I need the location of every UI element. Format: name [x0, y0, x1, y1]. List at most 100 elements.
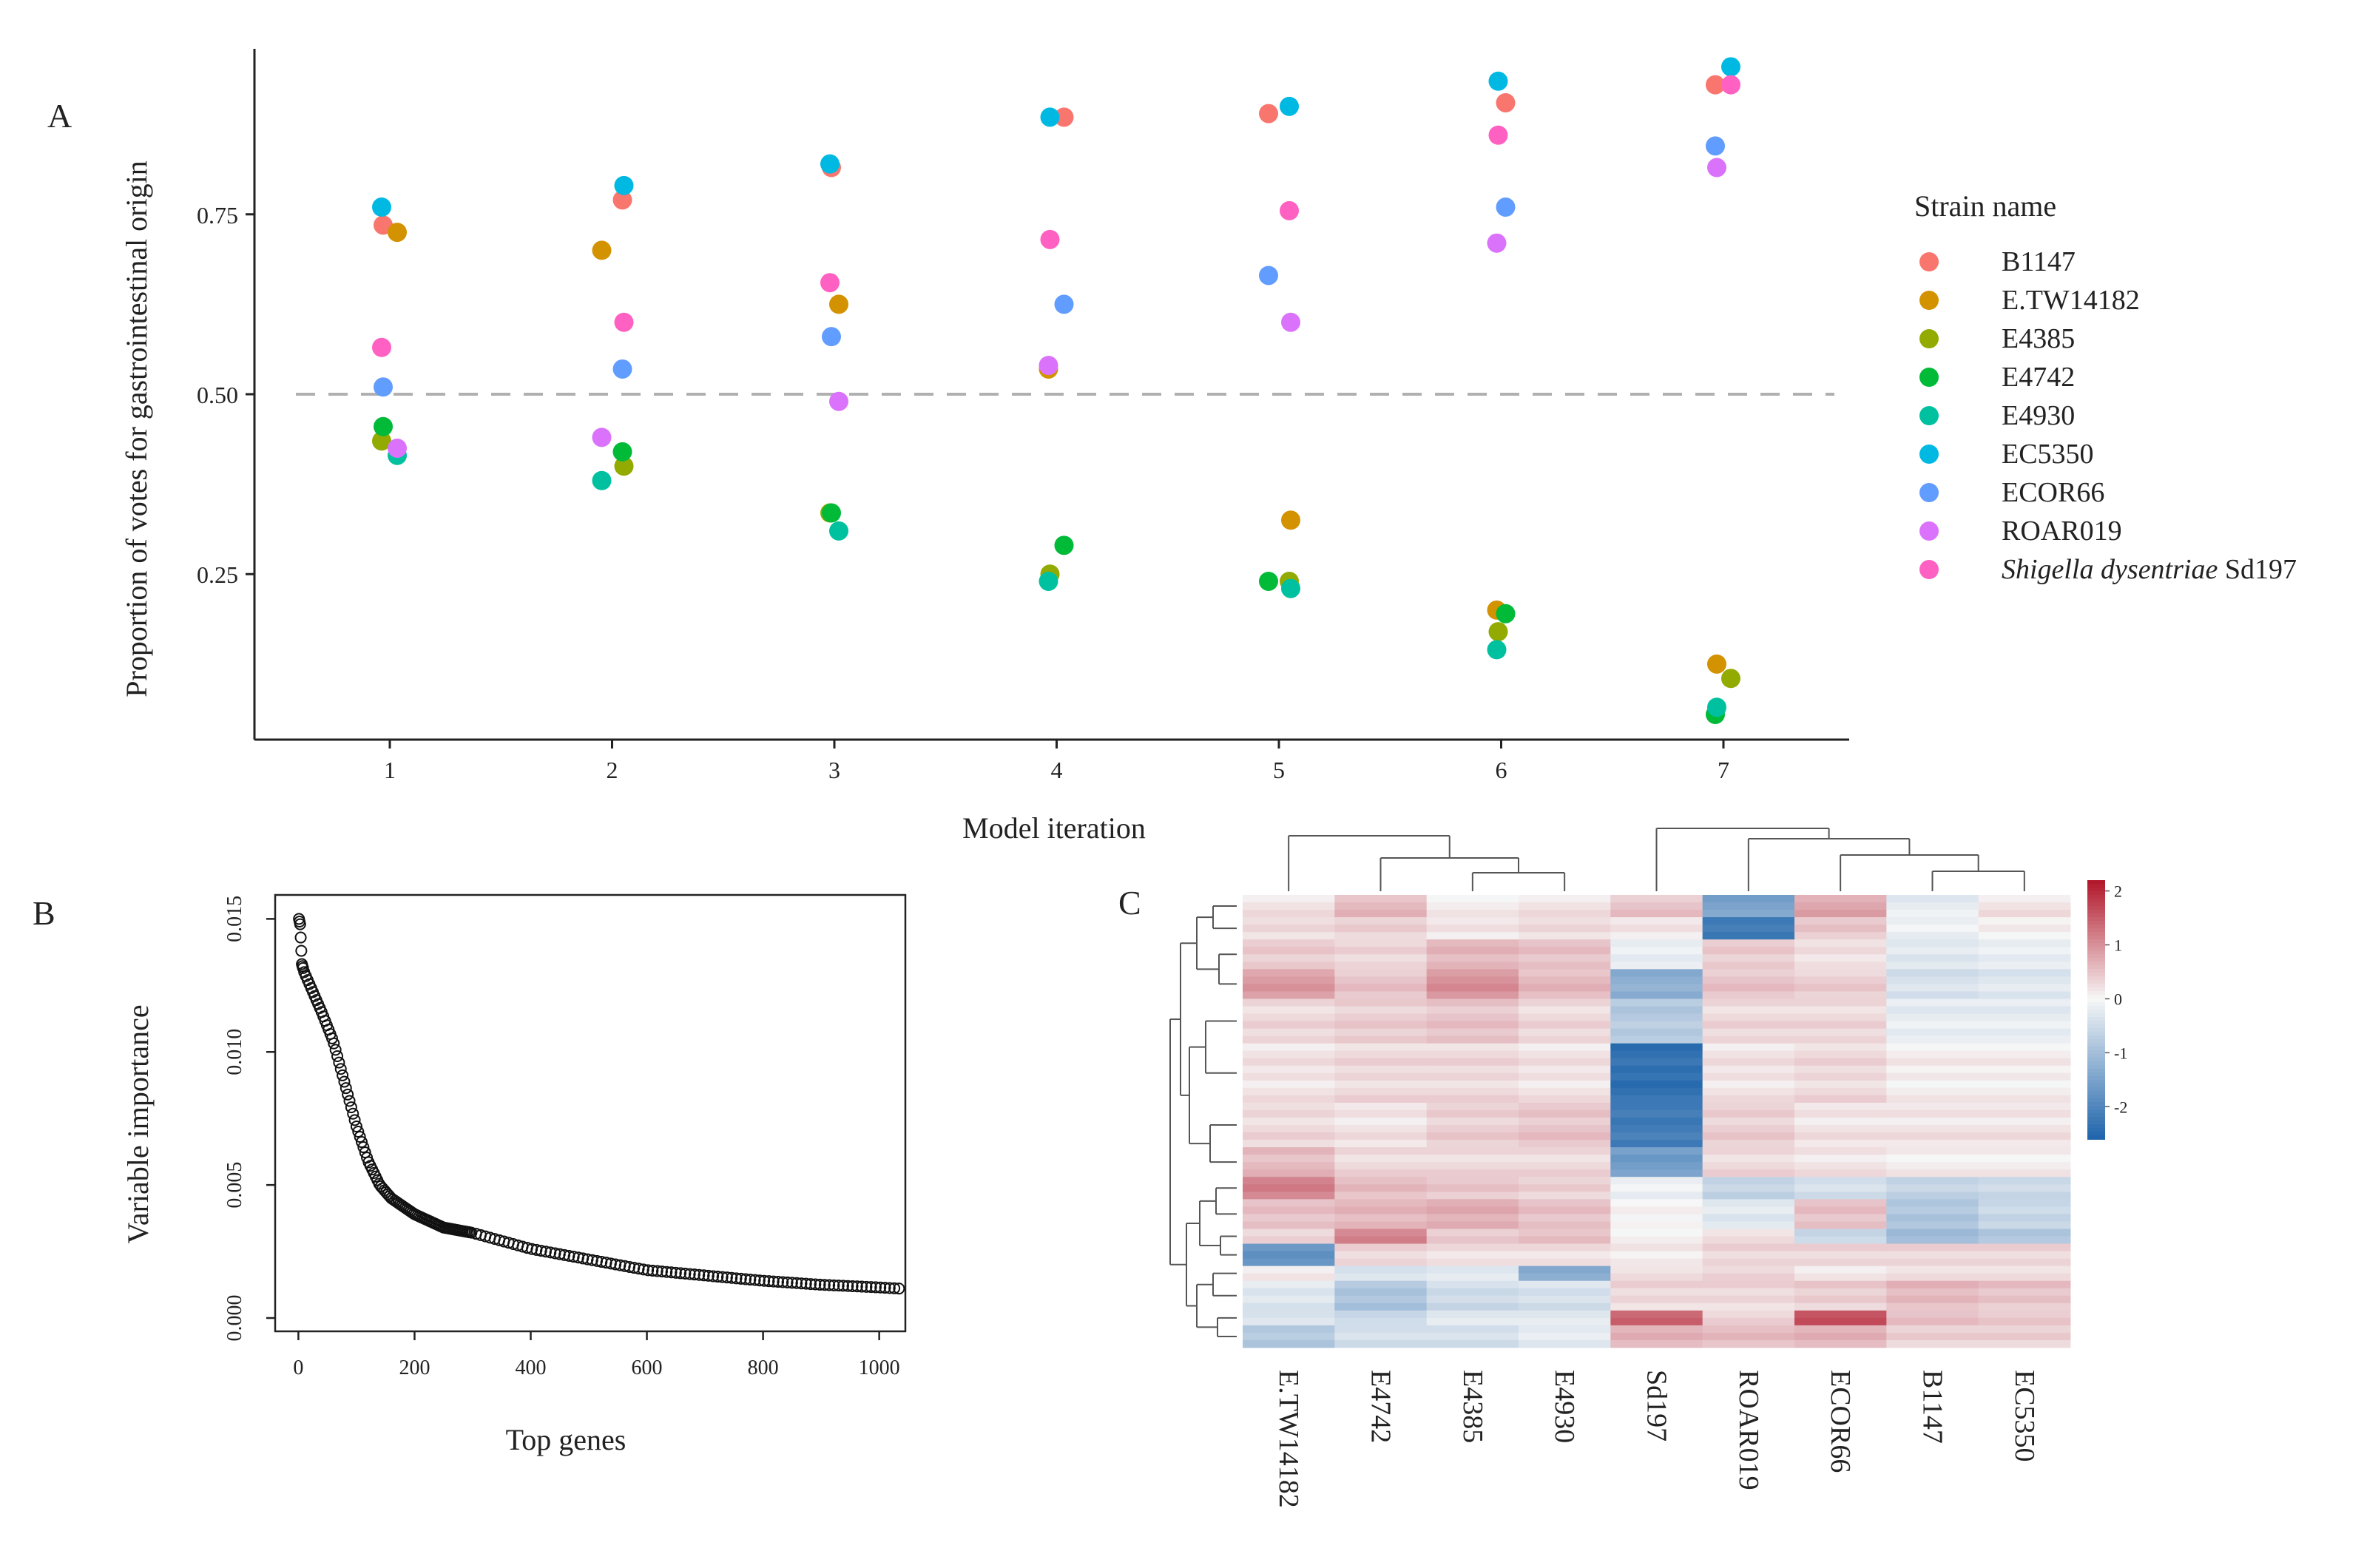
heatmap-cell	[1886, 1332, 1979, 1341]
colorbar-step	[2087, 936, 2105, 940]
heatmap-cell	[1243, 1087, 1335, 1096]
colorbar-step	[2087, 995, 2105, 999]
heatmap-cell	[1426, 1229, 1519, 1237]
data-point-e4930-iter-6	[1487, 640, 1507, 660]
heatmap-cell	[1794, 917, 1887, 925]
heatmap-cell	[1886, 1273, 1979, 1282]
heatmap-cell	[1886, 1072, 1979, 1081]
heatmap-cell	[1243, 1214, 1335, 1222]
heatmap-cell	[1519, 1102, 1611, 1111]
heatmap-cell	[1243, 962, 1335, 970]
heatmap-cell	[1243, 939, 1335, 947]
heatmap-cell	[1794, 1102, 1887, 1111]
heatmap-cell	[1886, 910, 1979, 918]
heatmap-cell	[1334, 1310, 1428, 1319]
colorbar-step	[2087, 899, 2105, 903]
heatmap-cell	[1519, 1243, 1611, 1252]
panel-b-plot-frame	[274, 893, 907, 1333]
heatmap-cell	[1702, 1035, 1795, 1044]
data-point-ecor66-iter-2	[612, 359, 632, 379]
heatmap-cell	[1243, 1280, 1335, 1289]
colorbar-step	[2087, 998, 2105, 1003]
heatmap-cell	[1426, 1132, 1519, 1140]
heatmap-cell	[1243, 1147, 1335, 1155]
heatmap-cell	[1978, 1140, 2071, 1148]
heatmap-cell	[1978, 954, 2071, 962]
heatmap-cell	[1519, 1147, 1611, 1155]
heatmap-cell	[1794, 1058, 1887, 1067]
heatmap-cell	[1426, 984, 1519, 992]
heatmap-cell	[1426, 1288, 1519, 1297]
heatmap-cell	[1886, 1243, 1979, 1252]
heatmap-cell	[1978, 991, 2071, 999]
heatmap-cell	[1794, 1251, 1887, 1260]
colorbar-tick-label: 2	[2114, 882, 2122, 901]
heatmap-cell	[1243, 1095, 1335, 1104]
heatmap-cell	[1794, 1087, 1887, 1096]
data-point-etw14182-iter-1	[388, 223, 407, 243]
heatmap-cell	[1519, 1236, 1611, 1245]
heatmap-cell	[1610, 1169, 1703, 1177]
importance-point	[856, 1280, 868, 1293]
data-point-ec5350-iter-6	[1488, 71, 1508, 91]
panel-label-a: A	[47, 97, 72, 135]
heatmap-cell	[1519, 1199, 1611, 1207]
heatmap-cell	[1426, 1243, 1519, 1252]
heatmap-cell	[1978, 1132, 2071, 1140]
heatmap-cell	[1886, 1155, 1979, 1163]
heatmap-cell	[1519, 1140, 1611, 1148]
heatmap-cell	[1243, 1251, 1335, 1260]
heatmap-cell	[1519, 1221, 1611, 1229]
heatmap-cell	[1978, 1125, 2071, 1133]
x-tick-label: 800	[748, 1356, 779, 1379]
heatmap-cell	[1519, 1155, 1611, 1163]
heatmap-cell	[1978, 1236, 2071, 1245]
heatmap-cell	[1794, 932, 1887, 940]
colorbar-step	[2087, 1035, 2105, 1040]
y-tick-label: 0.005	[223, 1162, 246, 1209]
heatmap-cell	[1978, 969, 2071, 977]
heatmap-cell	[1794, 1013, 1887, 1022]
heatmap-cell	[1334, 1265, 1428, 1274]
data-point-b1147-iter-5	[1259, 104, 1278, 124]
heatmap-cell	[1978, 1214, 2071, 1222]
heatmap-cell	[1334, 1258, 1428, 1267]
importance-point	[888, 1282, 901, 1294]
colorbar-step	[2087, 954, 2105, 959]
heatmap-cell	[1334, 902, 1428, 910]
heatmap-cell	[1426, 1265, 1519, 1274]
importance-point	[851, 1280, 863, 1293]
heatmap-cell	[1334, 1192, 1428, 1200]
heatmap-cell	[1243, 1302, 1335, 1311]
legend-key	[1919, 483, 1939, 502]
heatmap-cell	[1702, 984, 1795, 992]
heatmap-cell	[1519, 1087, 1611, 1096]
importance-point	[753, 1274, 766, 1287]
importance-point	[740, 1273, 752, 1285]
importance-point	[883, 1282, 896, 1294]
x-tick-label: 3	[828, 757, 840, 783]
heatmap-cell	[1519, 1206, 1611, 1214]
panel-label-b: B	[33, 894, 55, 932]
panel-a-y-label: Proportion of votes for gastrointestinal…	[120, 160, 153, 697]
data-point-sd197-iter-4	[1040, 229, 1060, 249]
heatmap-cell	[1243, 1221, 1335, 1229]
heatmap-cell	[1886, 1229, 1979, 1237]
importance-point	[328, 1037, 340, 1050]
heatmap-cell	[1243, 1117, 1335, 1126]
heatmap-cell	[1243, 1339, 1335, 1348]
data-point-e4742-iter-5	[1259, 571, 1278, 591]
colorbar-step	[2087, 1039, 2105, 1044]
x-tick-label: 4	[1051, 757, 1063, 783]
heatmap-cell	[1978, 1169, 2071, 1177]
panel-c-heatmap: E.TW14182 E4742 E4385 E4930 Sd197 ROAR019 ECOR…	[1169, 828, 2127, 1508]
heatmap-cell	[1519, 910, 1611, 918]
importance-point	[869, 1281, 882, 1294]
heatmap-cell	[1978, 1072, 2071, 1081]
heatmap-cell	[1702, 1317, 1795, 1326]
heatmap-cell	[1243, 1021, 1335, 1030]
importance-point	[707, 1270, 720, 1283]
colorbar-step	[2087, 880, 2105, 885]
heatmap-cell	[1886, 1295, 1979, 1304]
legend-label: ECOR66	[2002, 477, 2104, 508]
